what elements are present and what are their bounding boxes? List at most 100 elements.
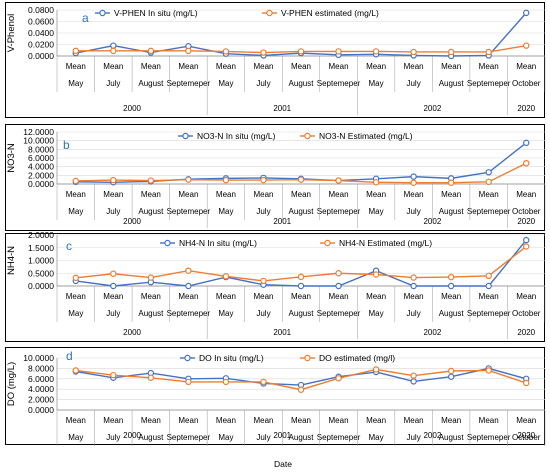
data-point [372, 48, 380, 55]
y-tick-label: 0.0400 [28, 28, 54, 38]
legend-swatch-marker [304, 354, 311, 362]
data-point [410, 179, 417, 186]
x-tick-label: Mean [103, 292, 123, 301]
legend-swatch-marker [266, 9, 273, 17]
legend-swatch-marker [184, 354, 191, 362]
x-tick-label: Mean [66, 62, 86, 71]
data-point [372, 179, 380, 186]
data-point [523, 9, 530, 17]
x-tick-label: Mean [178, 190, 198, 199]
x-tick-label: Septemeper [167, 309, 211, 318]
y-tick-label: 0.0600 [28, 17, 54, 27]
data-point [335, 282, 342, 290]
data-point [185, 378, 192, 386]
x-tick-label: Mean [479, 416, 499, 425]
y-axis-label: V-Phenol [6, 14, 17, 53]
y-tick-label: 4.0000 [28, 384, 54, 394]
data-point [447, 367, 455, 375]
x-tick-label: August [289, 79, 315, 88]
x-tick-label: May [369, 207, 384, 216]
data-point [147, 274, 155, 281]
x-tick-label: Septemeper [167, 207, 211, 216]
panel-letter: a [82, 11, 89, 25]
x-tick-label: August [289, 309, 315, 318]
y-tick-label: 2.0000 [28, 230, 54, 240]
x-tick-label: Mean [66, 292, 86, 301]
x-tick-label: August [439, 433, 465, 442]
x-group-label: 2002 [423, 328, 441, 337]
x-tick-label: Mean [441, 416, 461, 425]
data-point [485, 367, 492, 374]
legend-entry: NO3-N In situ (mg/L) [178, 131, 276, 141]
data-point [523, 42, 530, 49]
data-point [110, 176, 117, 184]
x-tick-label: August [138, 309, 164, 318]
x-tick-label: July [106, 309, 120, 318]
x-tick-label: Mean [291, 416, 311, 425]
x-tick-label: July [406, 207, 420, 216]
panel-border [5, 233, 545, 342]
data-point [485, 48, 492, 56]
x-tick-label: Mean [103, 62, 123, 71]
x-group-label: 2020 [517, 328, 535, 337]
legend-swatch-marker [304, 132, 311, 140]
data-point [523, 243, 530, 250]
x-tick-label: Mean [479, 190, 499, 199]
legend-label: NH4-N Estimated (mg/L) [339, 238, 432, 248]
x-tick-label: Mean [178, 292, 198, 301]
legend-label: DO estimated (mg/l) [319, 353, 395, 363]
y-axis-label: NH4-N [6, 246, 17, 275]
x-group-label: 2020 [517, 217, 535, 226]
data-point [222, 176, 230, 184]
data-point [410, 282, 417, 290]
y-tick-label: 0.0800 [28, 5, 54, 15]
x-category-axis: Mean May Mean July Mean August Mean Septemeper M… [56, 184, 546, 228]
x-tick-label: Mean [441, 62, 461, 71]
x-tick-label: Mean [141, 292, 161, 301]
data-point [447, 48, 455, 56]
x-group-label: 2001 [273, 217, 291, 226]
legend-label: NO3-N In situ (mg/L) [197, 131, 276, 141]
data-point [222, 378, 230, 386]
x-tick-label: Mean [516, 416, 536, 425]
data-point [485, 272, 492, 279]
x-tick-label: Mean [329, 190, 349, 199]
x-group-label: 2001 [273, 328, 291, 337]
x-tick-label: Mean [216, 62, 236, 71]
data-point [410, 372, 417, 379]
y-tick-label: 0.0000 [28, 51, 54, 61]
x-tick-label: July [106, 79, 120, 88]
data-point [260, 277, 267, 285]
x-tick-label: Mean [366, 190, 386, 199]
x-tick-label: Mean [216, 292, 236, 301]
x-tick-label: Mean [366, 62, 386, 71]
series-estimated [72, 159, 530, 186]
data-point [110, 282, 117, 290]
x-tick-label: May [218, 207, 233, 216]
data-point [410, 378, 417, 385]
data-point [335, 270, 342, 277]
x-category-axis: Mean May Mean July Mean August Mean Septemeper M… [56, 410, 546, 446]
x-tick-label: Mean [253, 292, 273, 301]
data-point [447, 179, 455, 186]
data-point [110, 42, 117, 49]
x-tick-label: Septemeper [317, 79, 361, 88]
x-tick-label: October [512, 79, 541, 88]
x-tick-label: Mean [404, 190, 424, 199]
x-tick-label: Mean [516, 190, 536, 199]
data-point [185, 176, 192, 183]
x-tick-label: Septemeper [467, 207, 511, 216]
x-tick-label: Mean [103, 416, 123, 425]
y-tick-label: 1.5000 [28, 243, 54, 253]
x-tick-label: May [369, 433, 384, 442]
data-point [335, 375, 342, 382]
y-tick-label: 0.0000 [28, 405, 54, 415]
y-tick-label: 0.0000 [28, 179, 54, 189]
x-tick-label: Mean [441, 292, 461, 301]
x-tick-label: Mean [366, 292, 386, 301]
chart-panel-b: 0.00002.00004.00006.00008.000010.000012.… [5, 124, 546, 231]
legend-label: V-PHEN estimated (mg/L) [281, 8, 379, 18]
